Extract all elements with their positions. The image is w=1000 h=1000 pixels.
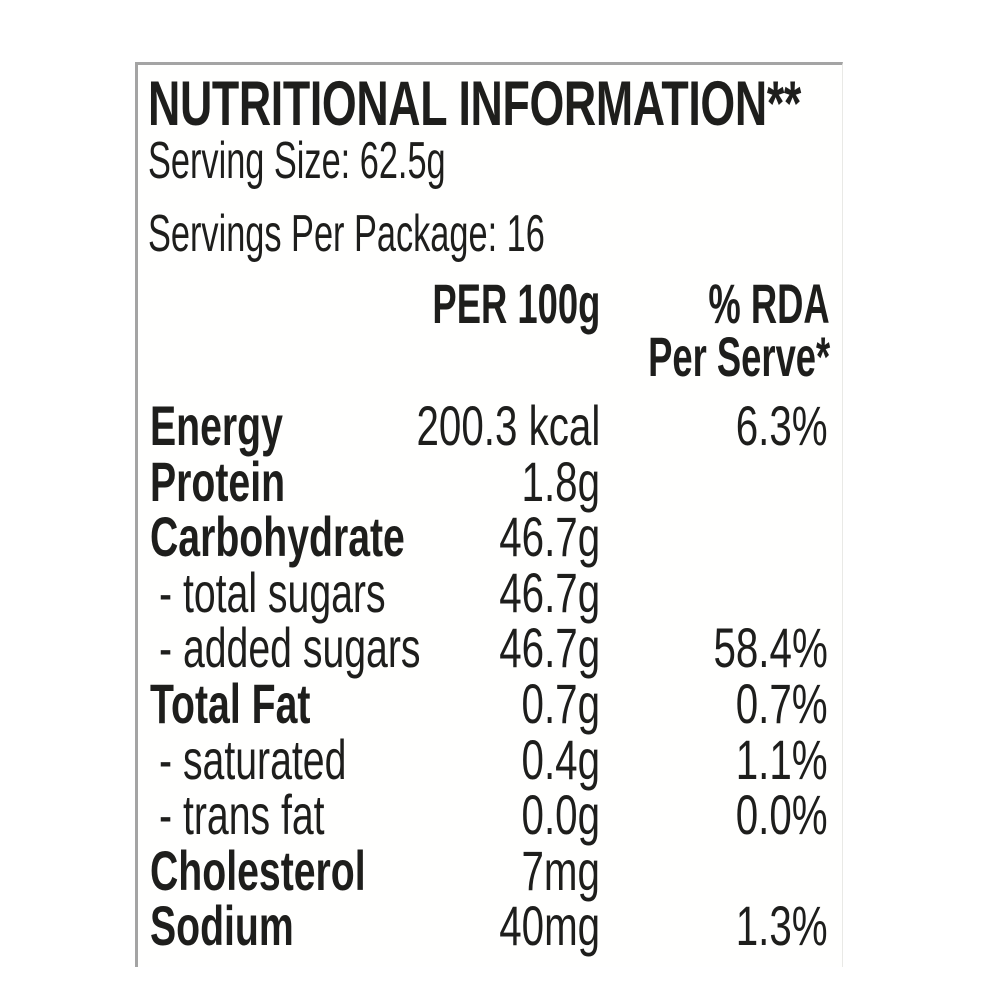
- rda-per-serve-value: 1.3%: [736, 894, 828, 958]
- per-100g-value: 7mg: [521, 838, 600, 902]
- rda-per-serve-value: 0.7%: [736, 671, 828, 735]
- servings-per-package-line: Servings Per Package: 16: [148, 205, 545, 263]
- nutrient-name: Total Fat: [150, 671, 311, 735]
- column-header-per-serve: Per Serve*: [647, 325, 830, 388]
- per-100g-value: 40mg: [499, 894, 600, 958]
- rda-per-serve-value: 1.1%: [736, 727, 828, 791]
- nutrient-name: - trans fat: [159, 783, 325, 847]
- rda-per-serve-value: 58.4%: [713, 616, 828, 680]
- table-row-sodium: Sodium 40mg 1.3%: [138, 898, 842, 954]
- per-100g-value: 46.7g: [499, 560, 600, 624]
- table-row-energy: Energy 200.3 kcal 6.3%: [138, 398, 842, 454]
- table-row-total-fat: Total Fat 0.7g 0.7%: [138, 676, 842, 732]
- nutrition-label: NUTRITIONAL INFORMATION** Serving Size: …: [135, 62, 843, 967]
- nutrient-name: Protein: [150, 449, 286, 513]
- label-title: NUTRITIONAL INFORMATION**: [148, 69, 801, 139]
- table-row-total-sugars: - total sugars 46.7g: [138, 560, 842, 624]
- nutrient-name: - added sugars: [159, 616, 421, 680]
- rda-per-serve-value: 0.0%: [736, 783, 828, 847]
- per-100g-value: 46.7g: [499, 505, 600, 569]
- nutrition-table: Energy 200.3 kcal 6.3% Protein 1.8g Carb…: [138, 398, 842, 954]
- table-row-saturated-fat: - saturated 0.4g 1.1%: [138, 727, 842, 791]
- per-100g-value: 0.4g: [521, 727, 600, 791]
- per-100g-value: 1.8g: [521, 449, 600, 513]
- per-100g-value: 0.0g: [521, 783, 600, 847]
- per-100g-value: 0.7g: [521, 671, 600, 735]
- rda-per-serve-value: 6.3%: [736, 394, 828, 457]
- column-header-per-100g: PER 100g: [432, 272, 600, 335]
- nutrient-name: - total sugars: [159, 560, 386, 624]
- table-row-protein: Protein 1.8g: [138, 449, 842, 513]
- table-row-carbohydrate: Carbohydrate 46.7g: [138, 509, 842, 565]
- nutrient-name: Energy: [150, 394, 283, 457]
- nutrient-name: Sodium: [150, 894, 294, 958]
- nutrient-name: - saturated: [159, 727, 347, 791]
- nutrient-name: Cholesterol: [150, 838, 366, 902]
- column-header-rda: % RDA: [708, 272, 830, 335]
- nutrient-name: Carbohydrate: [150, 505, 405, 569]
- per-100g-value: 46.7g: [499, 616, 600, 680]
- per-100g-value: 200.3 kcal: [416, 394, 600, 457]
- table-row-added-sugars: - added sugars 46.7g 58.4%: [138, 620, 842, 676]
- table-row-cholesterol: Cholesterol 7mg: [138, 838, 842, 902]
- serving-size-line: Serving Size: 62.5g: [148, 132, 446, 190]
- table-row-trans-fat: - trans fat 0.0g 0.0%: [138, 787, 842, 843]
